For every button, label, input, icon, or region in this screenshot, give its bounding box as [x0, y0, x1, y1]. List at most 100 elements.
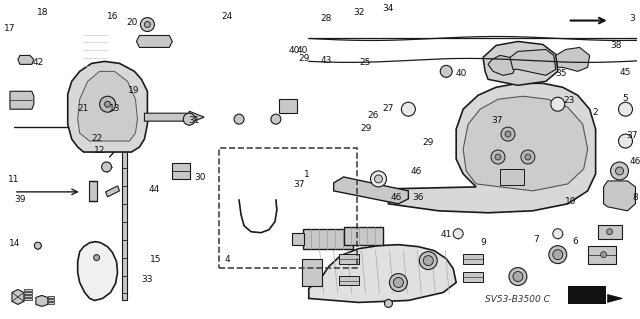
Bar — [292, 233, 304, 245]
Bar — [500, 169, 524, 185]
Bar — [568, 286, 605, 304]
Circle shape — [423, 256, 433, 266]
Bar — [463, 271, 483, 281]
Polygon shape — [106, 186, 120, 197]
Circle shape — [607, 229, 612, 235]
Polygon shape — [36, 295, 48, 307]
Polygon shape — [24, 289, 32, 292]
Circle shape — [35, 242, 42, 249]
Text: 29: 29 — [361, 124, 372, 133]
Text: 36: 36 — [413, 193, 424, 202]
Circle shape — [271, 114, 281, 124]
Text: 39: 39 — [14, 195, 26, 204]
Text: 28: 28 — [320, 14, 332, 23]
Text: 14: 14 — [9, 239, 20, 248]
Polygon shape — [24, 295, 32, 297]
Text: 8: 8 — [632, 193, 638, 202]
Circle shape — [611, 162, 628, 180]
Bar — [303, 229, 353, 249]
Circle shape — [385, 300, 392, 308]
Polygon shape — [68, 61, 147, 152]
Bar — [339, 276, 358, 286]
Text: 29: 29 — [298, 54, 310, 63]
Circle shape — [495, 154, 501, 160]
Text: 1: 1 — [304, 170, 310, 180]
Circle shape — [549, 246, 567, 263]
Text: 12: 12 — [94, 145, 106, 154]
Polygon shape — [24, 299, 32, 300]
Polygon shape — [48, 302, 54, 304]
Text: 18: 18 — [37, 8, 49, 17]
Circle shape — [618, 134, 632, 148]
Bar — [219, 148, 356, 268]
Text: 43: 43 — [321, 56, 332, 65]
Circle shape — [419, 252, 437, 270]
Text: 29: 29 — [422, 137, 434, 146]
Text: 16: 16 — [107, 12, 118, 21]
Text: 33: 33 — [141, 275, 153, 284]
Text: 34: 34 — [383, 4, 394, 13]
Polygon shape — [48, 296, 54, 299]
Bar — [279, 99, 297, 113]
Circle shape — [553, 229, 563, 239]
Text: 15: 15 — [150, 255, 161, 264]
Circle shape — [100, 96, 116, 112]
Circle shape — [525, 154, 531, 160]
Text: 5: 5 — [623, 94, 628, 103]
Polygon shape — [308, 245, 456, 302]
Text: 11: 11 — [8, 175, 20, 184]
Text: 44: 44 — [148, 185, 160, 194]
Polygon shape — [12, 289, 24, 304]
Text: 20: 20 — [127, 18, 138, 27]
Circle shape — [491, 150, 505, 164]
Circle shape — [401, 102, 415, 116]
Circle shape — [553, 250, 563, 260]
Text: 3: 3 — [630, 14, 636, 23]
Text: 42: 42 — [32, 58, 44, 67]
Circle shape — [551, 97, 564, 111]
Text: 37: 37 — [627, 130, 638, 140]
Polygon shape — [189, 111, 204, 123]
Polygon shape — [10, 91, 34, 109]
Bar — [339, 254, 358, 263]
Text: 32: 32 — [353, 8, 364, 17]
Text: 24: 24 — [221, 12, 233, 21]
Polygon shape — [145, 113, 194, 121]
Polygon shape — [136, 35, 172, 48]
Circle shape — [390, 274, 408, 292]
Circle shape — [183, 113, 195, 125]
Polygon shape — [556, 48, 589, 71]
Polygon shape — [604, 181, 636, 211]
Bar — [89, 181, 97, 201]
Polygon shape — [77, 71, 138, 141]
Bar — [598, 225, 621, 239]
Circle shape — [394, 278, 403, 287]
Polygon shape — [463, 96, 588, 191]
Bar — [588, 246, 616, 263]
Text: 46: 46 — [630, 158, 640, 167]
Polygon shape — [24, 293, 32, 294]
Text: 46: 46 — [391, 193, 402, 202]
Polygon shape — [607, 294, 623, 302]
Text: 35: 35 — [555, 69, 566, 78]
Circle shape — [440, 65, 452, 77]
Polygon shape — [333, 177, 408, 204]
Circle shape — [93, 255, 100, 261]
Text: FR.: FR. — [579, 19, 595, 28]
Text: 19: 19 — [128, 86, 140, 95]
Circle shape — [102, 162, 111, 172]
Text: 22: 22 — [91, 134, 102, 143]
Text: 27: 27 — [383, 104, 394, 113]
Text: 40: 40 — [296, 46, 307, 55]
Text: 41: 41 — [440, 230, 452, 239]
Polygon shape — [48, 300, 54, 301]
Text: 37: 37 — [293, 181, 305, 189]
Circle shape — [521, 150, 535, 164]
Bar — [122, 81, 127, 300]
Circle shape — [140, 18, 154, 32]
Circle shape — [505, 131, 511, 137]
Text: 37: 37 — [492, 116, 503, 125]
Text: 21: 21 — [77, 104, 88, 113]
Bar — [172, 163, 190, 179]
Text: 13: 13 — [109, 104, 120, 113]
